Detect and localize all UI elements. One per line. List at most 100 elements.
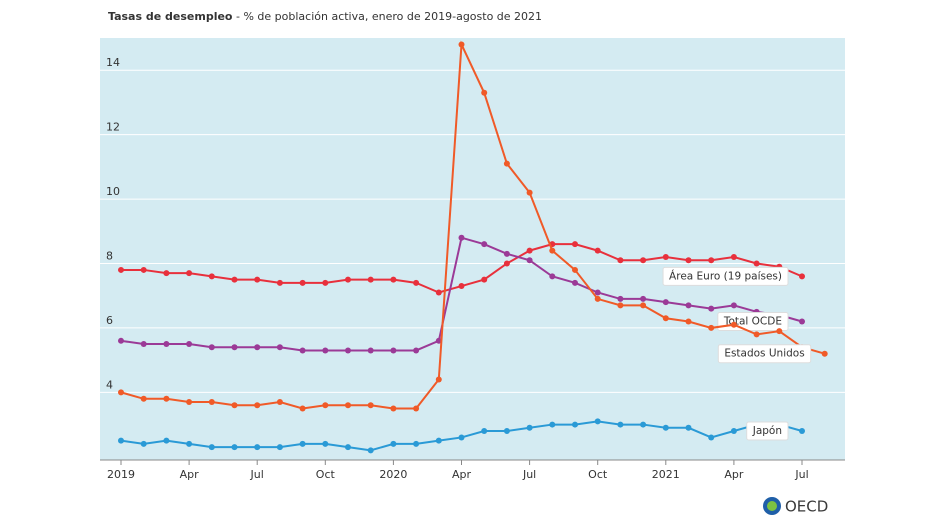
- data-point: [118, 389, 124, 396]
- data-point: [799, 273, 805, 280]
- data-point: [640, 257, 647, 264]
- title: Tasas de desempleo: [108, 10, 233, 23]
- data-point: [208, 344, 215, 351]
- data-point: [708, 434, 715, 441]
- data-point: [118, 266, 124, 273]
- data-point: [163, 395, 170, 402]
- data-point: [481, 276, 488, 283]
- data-point: [594, 247, 601, 254]
- data-point: [186, 341, 193, 348]
- data-point: [163, 341, 170, 348]
- x-tick-label: Jul: [250, 468, 264, 481]
- data-point: [322, 347, 329, 354]
- data-point: [435, 337, 442, 344]
- data-point: [435, 437, 442, 444]
- data-point: [708, 324, 715, 331]
- data-point: [526, 247, 533, 254]
- data-point: [276, 444, 283, 451]
- data-point: [254, 344, 261, 351]
- data-point: [367, 347, 374, 354]
- data-point: [254, 276, 261, 283]
- data-point: [208, 273, 215, 280]
- data-point: [549, 421, 556, 428]
- data-point: [799, 318, 805, 325]
- data-point: [617, 421, 624, 428]
- data-point: [662, 299, 669, 306]
- data-point: [276, 344, 283, 351]
- data-point: [299, 440, 306, 447]
- y-tick-label: 14: [106, 56, 120, 69]
- data-point: [140, 341, 147, 348]
- data-point: [776, 328, 783, 335]
- data-point: [276, 279, 283, 286]
- data-point: [413, 405, 420, 412]
- series-line: [120, 40, 825, 410]
- data-point: [413, 440, 420, 447]
- data-point: [390, 276, 397, 283]
- data-point: [322, 440, 329, 447]
- data-point: [662, 424, 669, 431]
- data-point: [367, 447, 374, 454]
- data-point: [730, 321, 737, 328]
- plot-area: [100, 38, 845, 460]
- x-tick-label: Apr: [724, 468, 744, 481]
- legend-label: Área Euro (19 países): [669, 269, 782, 282]
- data-point: [435, 289, 442, 296]
- legend-label: Estados Unidos: [724, 348, 804, 360]
- data-point: [708, 305, 715, 312]
- x-tick-label: Oct: [588, 468, 608, 481]
- data-point: [186, 270, 193, 277]
- data-point: [594, 289, 601, 296]
- data-point: [163, 270, 170, 277]
- data-point: [163, 437, 170, 444]
- label-box: [717, 344, 812, 364]
- data-point: [617, 302, 624, 309]
- data-point: [662, 254, 669, 261]
- data-point: [572, 241, 578, 248]
- y-tick-label: 10: [106, 185, 120, 198]
- data-point: [481, 241, 488, 248]
- data-point: [118, 337, 124, 344]
- data-point: [231, 276, 238, 283]
- data-point: [208, 399, 215, 406]
- data-point: [140, 395, 147, 402]
- data-point: [390, 347, 397, 354]
- data-point: [526, 424, 533, 431]
- data-point: [526, 189, 533, 196]
- data-point: [662, 315, 669, 322]
- data-point: [231, 444, 238, 451]
- legend-label: Japón: [752, 425, 782, 437]
- y-tick-label: 6: [106, 314, 113, 327]
- data-point: [299, 279, 306, 286]
- data-point: [572, 421, 578, 428]
- data-point: [708, 257, 715, 264]
- data-point: [503, 160, 510, 167]
- data-point: [617, 257, 624, 264]
- data-point: [730, 254, 737, 261]
- data-point: [345, 276, 351, 283]
- series-label: Japón: [746, 421, 789, 441]
- data-point: [140, 440, 147, 447]
- data-point: [367, 276, 374, 283]
- data-point: [753, 331, 760, 338]
- label-box: [746, 421, 789, 441]
- data-point: [435, 376, 442, 383]
- data-point: [186, 440, 193, 447]
- data-point: [594, 418, 601, 425]
- series-label: Total OCDE: [717, 311, 789, 331]
- legend-label: Total OCDE: [723, 315, 782, 327]
- data-point: [390, 440, 397, 447]
- data-point: [640, 295, 647, 302]
- data-point: [503, 260, 510, 267]
- x-tick-label: 2020: [379, 468, 407, 481]
- data-point: [753, 260, 760, 267]
- x-tick-label: 2019: [107, 468, 135, 481]
- series-label: Estados Unidos: [717, 344, 812, 364]
- data-point: [367, 402, 374, 409]
- data-point: [730, 302, 737, 309]
- data-point: [413, 347, 420, 354]
- x-tick-label: Apr: [452, 468, 472, 481]
- logo-icon-inner: [767, 501, 777, 511]
- logo: OECD: [785, 498, 828, 516]
